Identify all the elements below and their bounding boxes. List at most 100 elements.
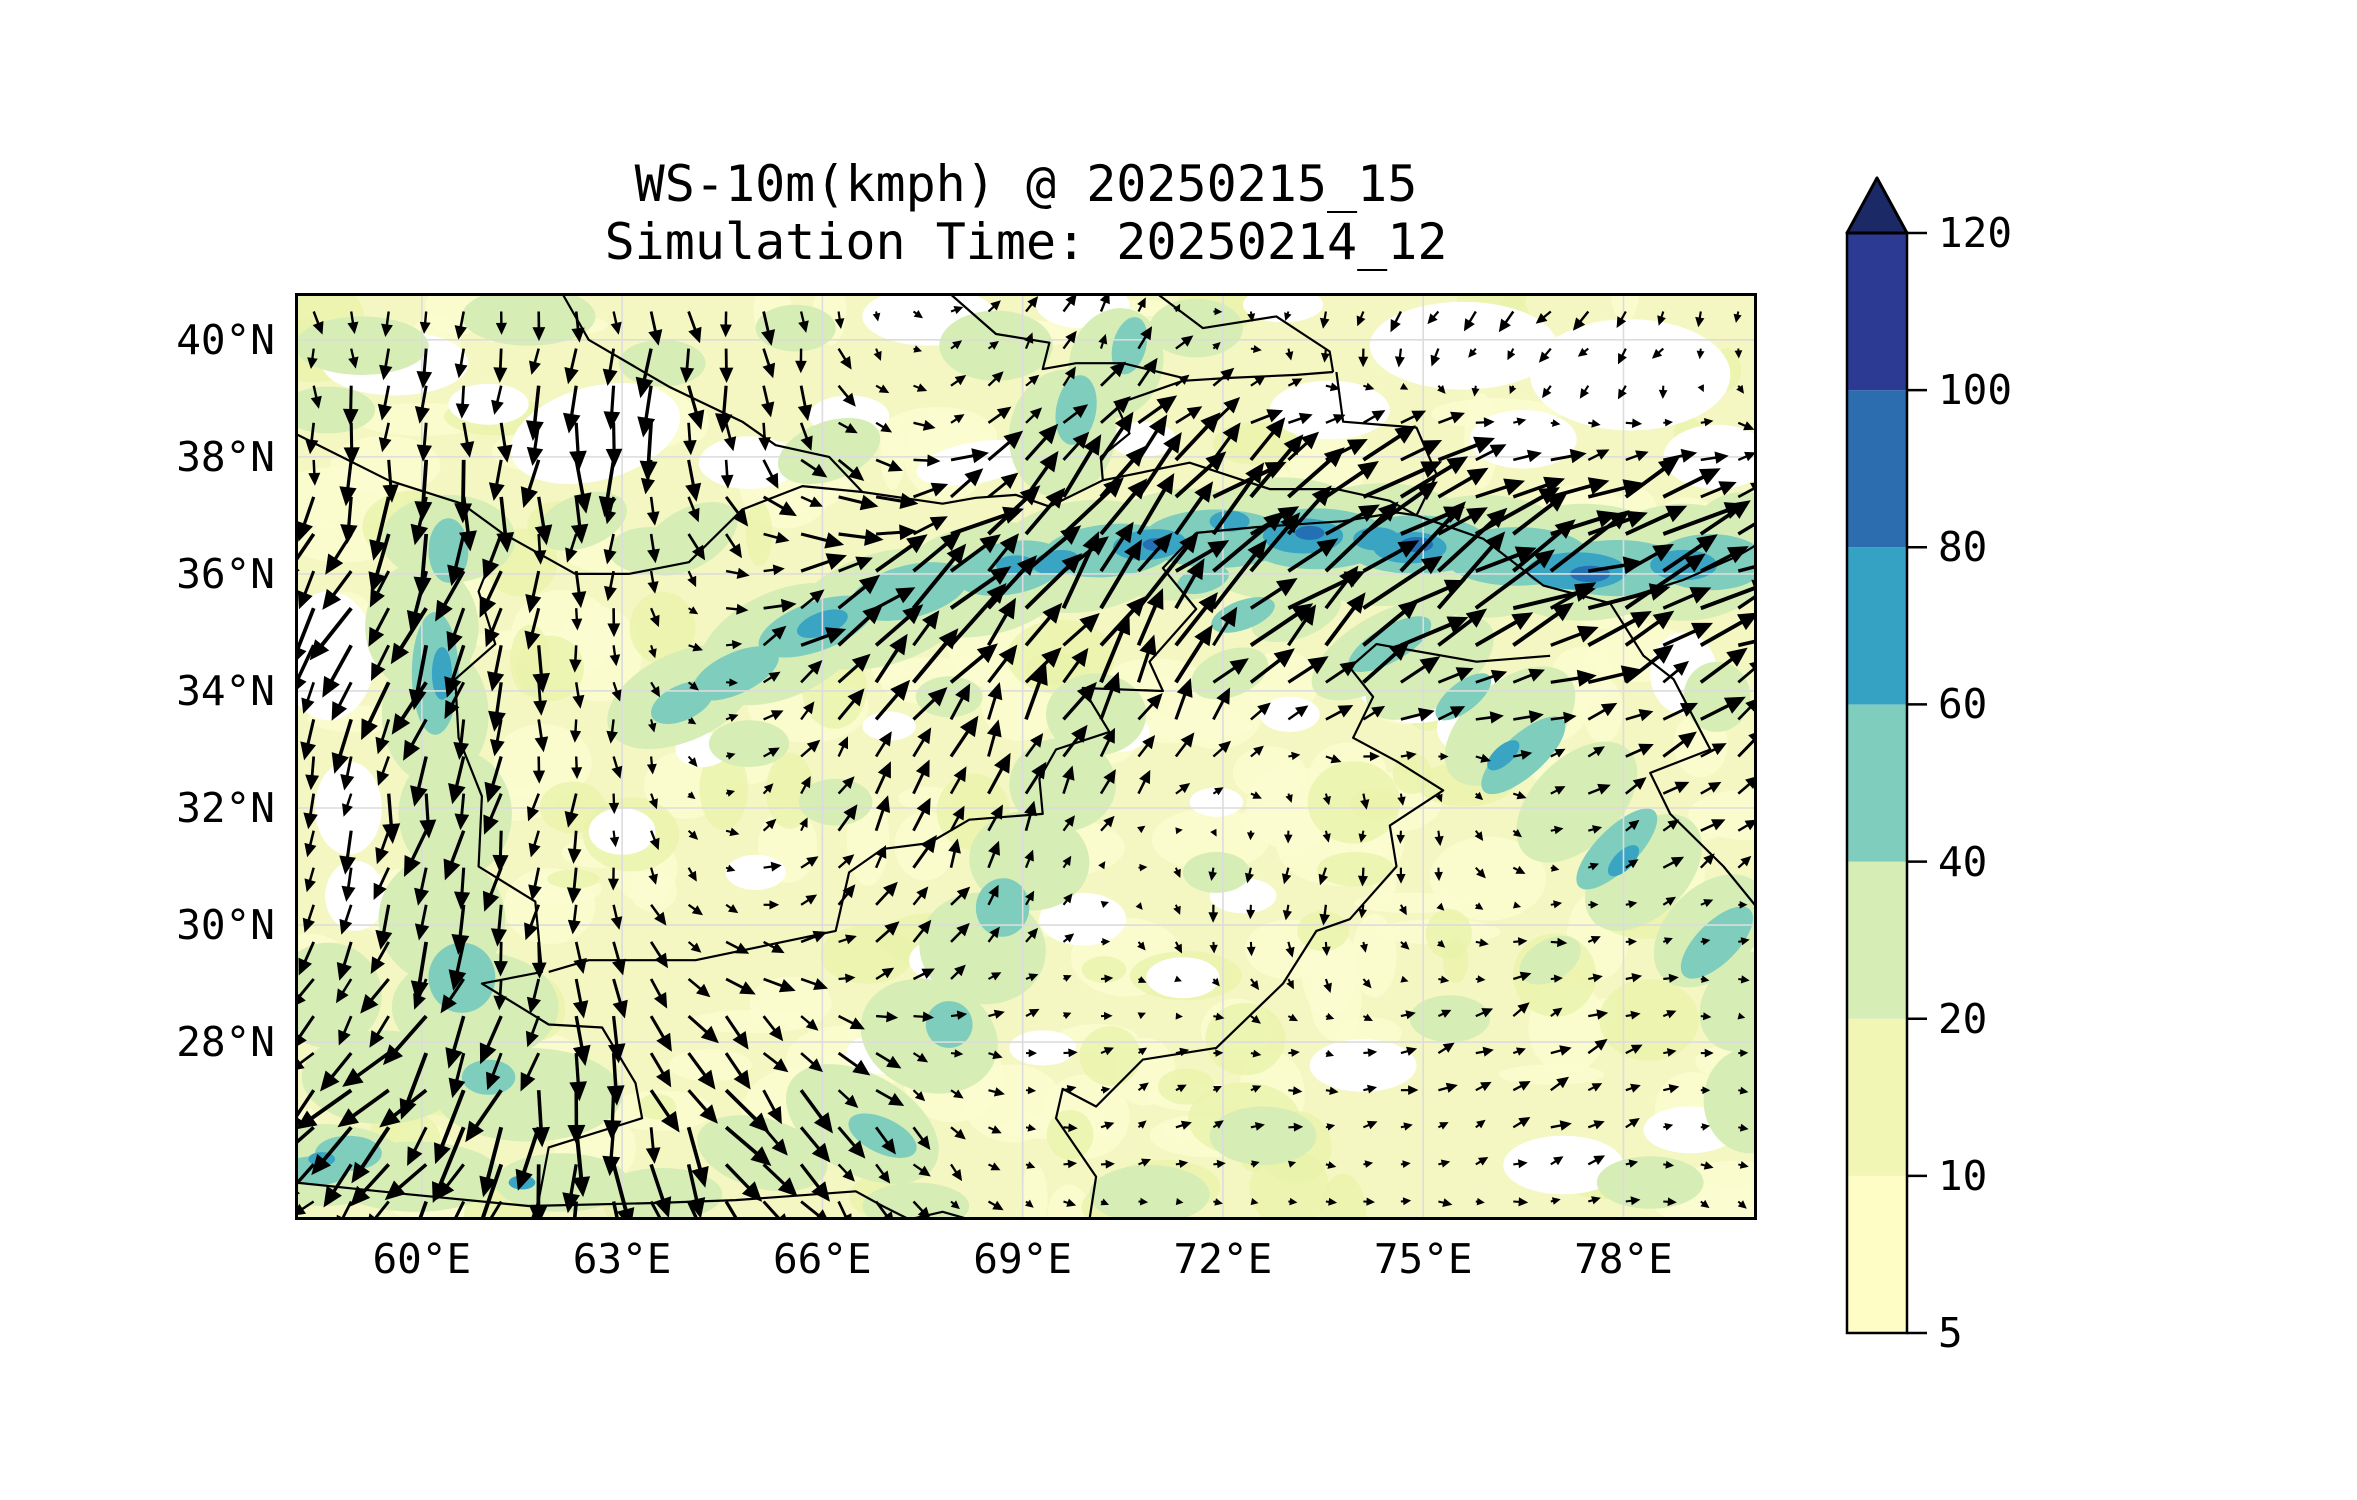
wind-arrow [1103, 815, 1115, 828]
wind-arrow [809, 589, 825, 604]
wind-arrow [1638, 709, 1654, 722]
wind-arrow [1638, 743, 1654, 756]
wind-arrow [1357, 875, 1368, 887]
wind-arrow [1478, 1157, 1489, 1166]
wind-arrow [1041, 647, 1062, 668]
wind-arrow [971, 448, 989, 464]
wind-arrow [1740, 975, 1750, 984]
wind-arrow [414, 923, 430, 941]
wind-arrow [375, 929, 393, 950]
wind-arrow [883, 881, 898, 897]
wind-arrow [534, 524, 553, 546]
wind-arrow [1028, 374, 1040, 385]
wind-arrow [490, 928, 507, 947]
colorbar-tick-label: 5 [1938, 1309, 1963, 1357]
y-tick-label: 30°N [176, 901, 275, 950]
wind-arrow [1490, 669, 1508, 683]
wind-arrow [842, 1168, 855, 1182]
wind-arrow [687, 791, 696, 800]
wind-arrow [906, 534, 928, 554]
wind-arrow [1247, 832, 1255, 841]
wind-arrow [484, 628, 500, 648]
wind-arrow [410, 523, 429, 546]
wind-arrow [1563, 711, 1577, 724]
wind-arrow [1590, 936, 1601, 944]
wind-arrow [611, 765, 623, 779]
wind-arrow [1528, 668, 1545, 682]
wind-arrow [532, 770, 546, 784]
wind-arrow [1358, 908, 1367, 919]
wind-arrow [1477, 975, 1486, 983]
wind-arrow [1446, 456, 1469, 475]
wind-arrow [726, 789, 735, 797]
wind-arrow [1625, 510, 1648, 528]
colorbar-segment [1847, 704, 1907, 862]
wind-arrow [1137, 1012, 1146, 1020]
wind-arrow [1450, 411, 1465, 424]
wind-arrow [1325, 1012, 1335, 1020]
wind-arrow [1542, 387, 1552, 399]
wind-arrow [1411, 410, 1427, 423]
wind-arrow [778, 501, 797, 517]
wind-arrow [1691, 622, 1713, 640]
wind-arrow [1063, 893, 1073, 904]
wind-arrow [1664, 418, 1673, 427]
wind-arrow [1102, 938, 1111, 946]
wind-arrow [1360, 943, 1368, 953]
wind-arrow [844, 1094, 859, 1108]
wind-arrow [310, 395, 322, 409]
wind-arrow [1114, 411, 1134, 434]
wind-arrow [1029, 407, 1043, 420]
wind-arrow [1207, 540, 1230, 558]
wind-arrow [692, 642, 703, 652]
wind-arrow [992, 1050, 1003, 1060]
wind-arrow [809, 496, 823, 507]
wind-arrow [881, 967, 895, 979]
wind-arrow [1592, 973, 1603, 983]
wind-arrow [1446, 616, 1469, 634]
wind-arrow [1430, 354, 1441, 367]
wind-arrow [648, 329, 663, 346]
wind-arrow [1628, 900, 1638, 909]
wind-arrow [1689, 587, 1712, 604]
wind-arrow [1617, 388, 1627, 400]
wind-arrow [611, 689, 622, 702]
wind-arrow [1635, 450, 1649, 462]
wind-arrow [1213, 1086, 1222, 1093]
wind-arrow [419, 321, 431, 334]
wind-arrow [1658, 457, 1680, 477]
wind-arrow [376, 770, 390, 786]
wind-arrow [1593, 1120, 1605, 1130]
wind-arrow [803, 701, 815, 715]
wind-arrow [339, 918, 353, 935]
wind-arrow [855, 556, 873, 571]
wind-arrow [1594, 1038, 1608, 1051]
wind-arrow [1406, 750, 1417, 761]
wind-arrow [1554, 748, 1566, 758]
wind-arrow [650, 686, 660, 698]
wind-arrow [640, 477, 655, 495]
wind-arrow [750, 1146, 772, 1166]
wind-arrow [858, 574, 881, 595]
wind-arrow [1289, 1197, 1298, 1206]
wind-arrow [1251, 1160, 1260, 1168]
wind-arrow [999, 533, 1019, 555]
wind-arrow [1286, 979, 1294, 990]
wind-arrow [862, 604, 884, 625]
wind-arrow [1311, 485, 1332, 507]
wind-arrow [772, 564, 785, 576]
wind-arrow [956, 1010, 968, 1020]
wind-arrow [1466, 467, 1489, 486]
wind-arrow [1574, 582, 1597, 600]
wind-arrow [490, 739, 505, 757]
wind-arrow [1071, 724, 1088, 743]
wind-arrow [1113, 613, 1130, 636]
wind-arrow [1083, 434, 1102, 456]
wind-arrow [690, 942, 702, 953]
wind-arrow [1666, 1010, 1677, 1019]
wind-arrow [1027, 296, 1039, 308]
wind-arrow [610, 916, 623, 930]
wind-arrow [435, 599, 453, 622]
wind-arrow [917, 1135, 931, 1150]
wind-arrow [297, 590, 313, 610]
